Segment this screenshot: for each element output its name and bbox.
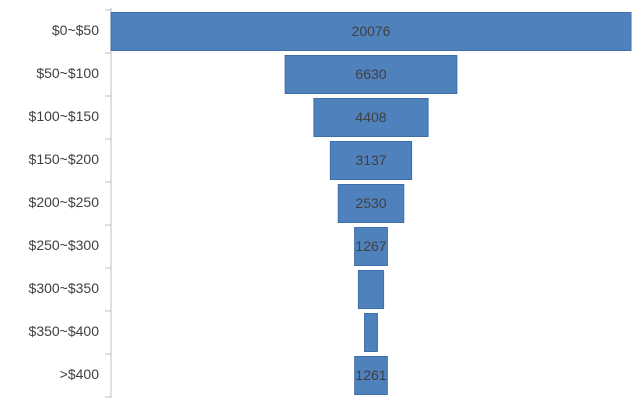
bar [354,356,388,395]
category-label: $200~$250 [29,194,100,210]
bar [337,184,405,223]
data-label: 3137 [355,152,386,168]
bar [364,313,378,352]
category-label: $150~$200 [29,151,100,167]
data-label: 1261 [355,367,386,383]
bar [110,12,632,51]
category-label: $350~$400 [29,323,100,339]
data-label: 4408 [355,109,386,125]
data-label: 20076 [352,23,391,39]
category-label: >$400 [60,366,100,382]
data-label: 1267 [355,238,386,254]
data-label: 6630 [355,66,386,82]
data-label: 2530 [355,195,386,211]
category-label: $300~$350 [29,280,100,296]
category-label: $0~$50 [52,22,99,38]
category-label: $50~$100 [36,65,99,81]
bar [357,270,385,309]
category-label: $250~$300 [29,237,100,253]
bar [354,227,388,266]
category-label: $100~$150 [29,108,100,124]
bar [313,98,429,137]
bar [284,55,458,94]
bar [329,141,413,180]
